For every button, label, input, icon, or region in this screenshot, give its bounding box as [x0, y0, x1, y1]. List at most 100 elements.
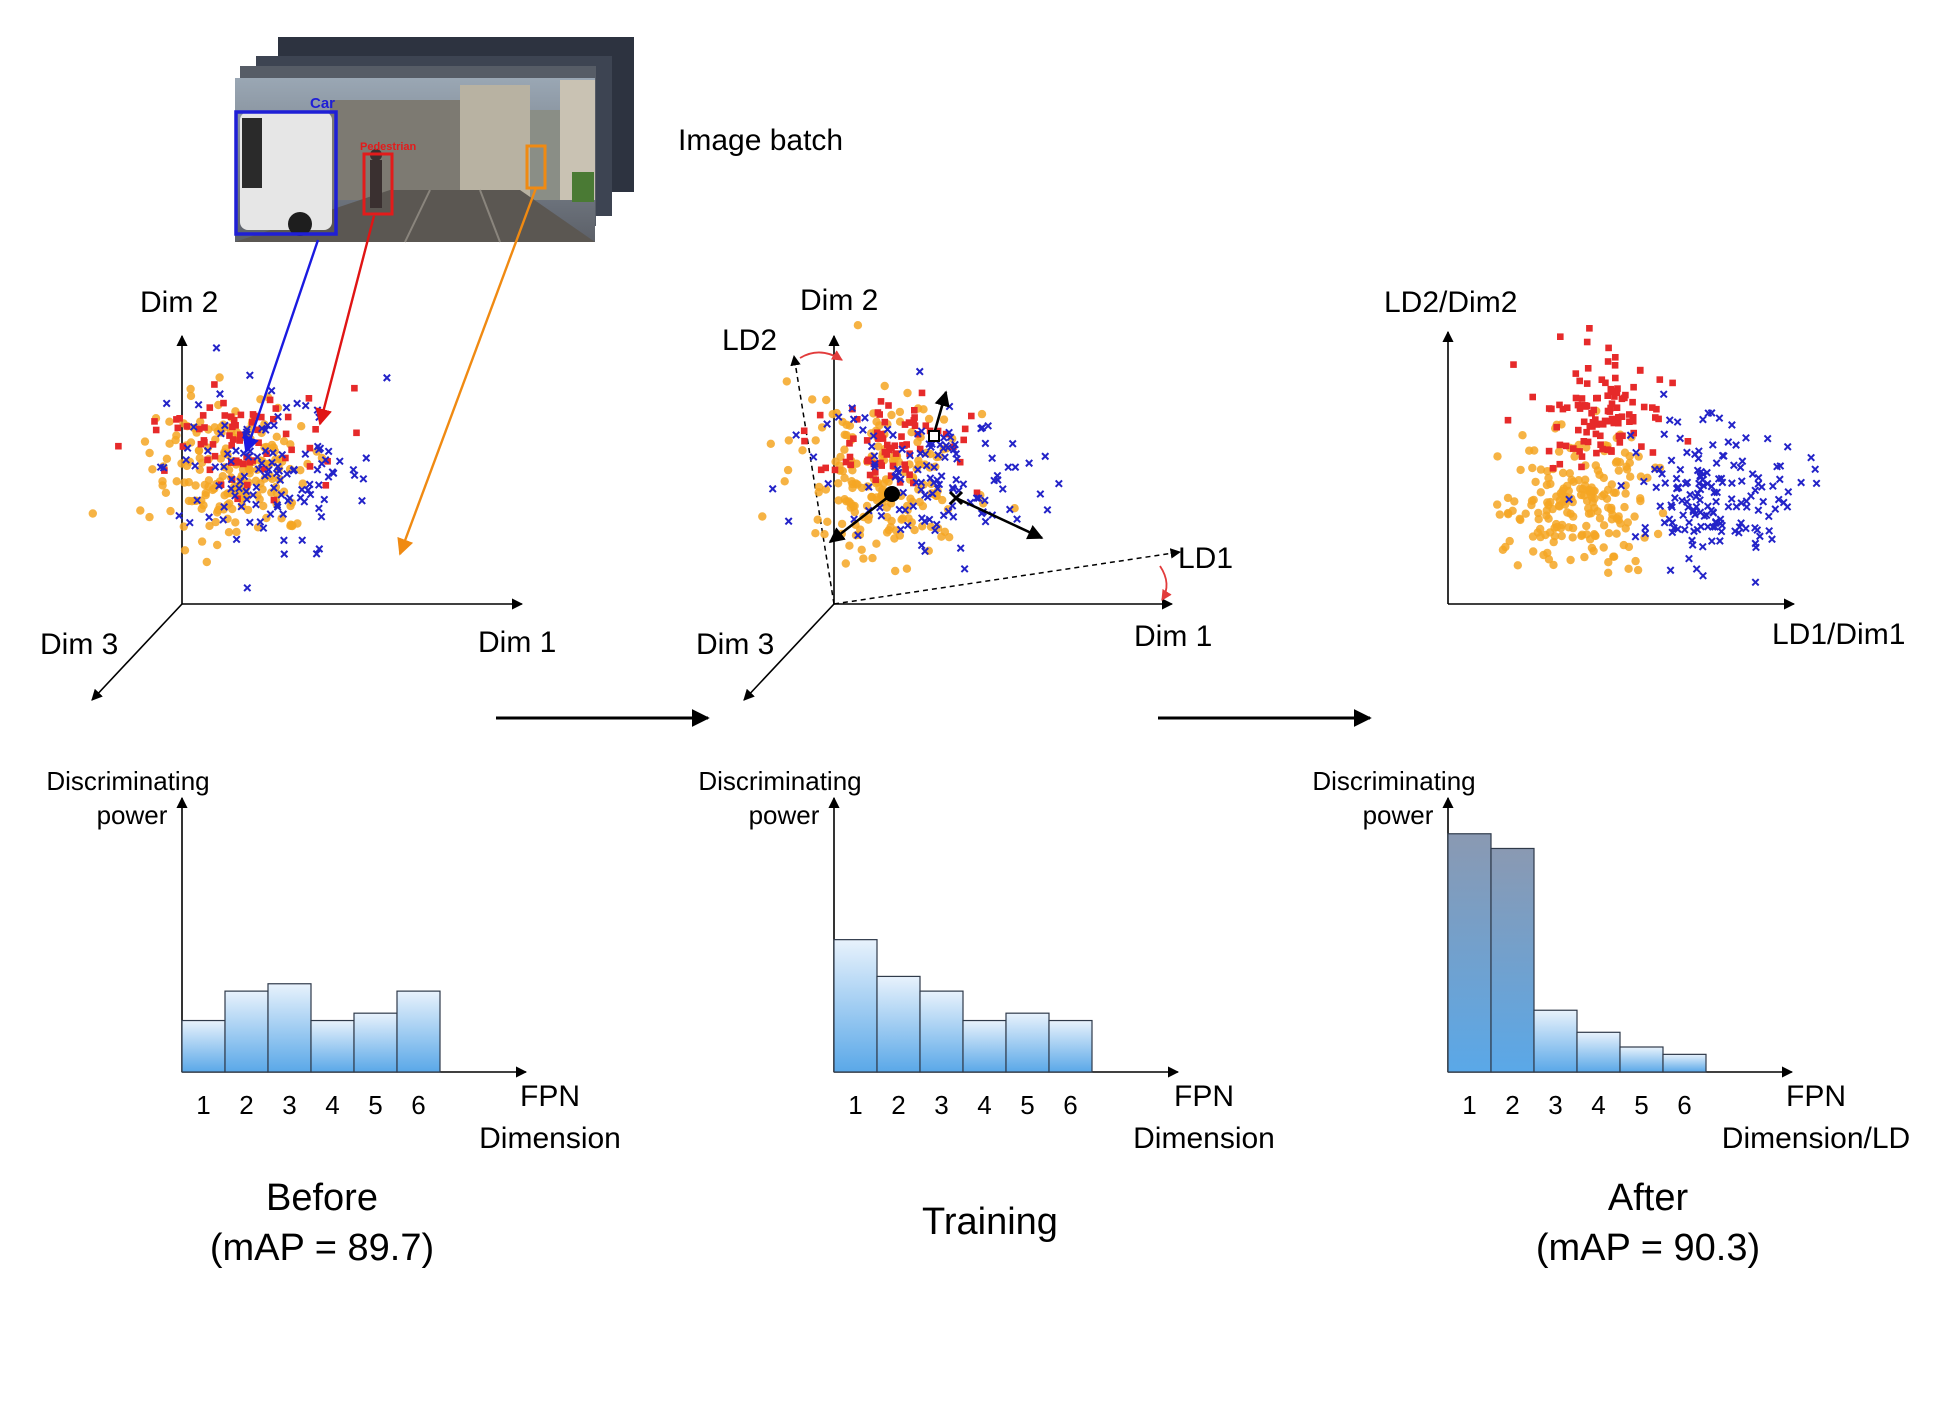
cyclist-point — [231, 518, 240, 527]
car-point — [1727, 495, 1736, 503]
cyclist-point — [1558, 468, 1568, 478]
car-point — [870, 452, 879, 460]
cyclist-point — [1554, 447, 1564, 456]
cyclist-point — [821, 485, 831, 494]
car-point — [1683, 498, 1691, 506]
car-point — [268, 458, 276, 467]
car-point — [232, 446, 240, 455]
pedestrian-point — [228, 442, 235, 449]
pedestrian-point — [1593, 421, 1601, 428]
cyclist-point — [1609, 552, 1619, 561]
cyclist-point — [243, 505, 253, 515]
car-point — [305, 480, 314, 489]
cyclist-point — [907, 428, 916, 437]
pedestrian-point — [1590, 406, 1597, 414]
car-point — [211, 463, 220, 471]
pedestrian-point — [1598, 420, 1605, 428]
cyclist-point — [1586, 535, 1595, 544]
pedestrian-point — [1549, 465, 1557, 472]
car-point — [194, 400, 203, 409]
car-point — [1697, 522, 1705, 531]
pedestrian-point — [903, 441, 910, 448]
car-point — [913, 465, 922, 474]
car-point — [232, 535, 241, 544]
car-point — [929, 478, 938, 487]
cyclist-point — [179, 522, 188, 531]
car-point — [932, 520, 941, 529]
car-point — [1703, 468, 1711, 477]
car-point — [301, 450, 310, 459]
car-point — [320, 495, 329, 504]
car-point — [1700, 512, 1709, 520]
pedestrian-point — [1638, 443, 1645, 450]
cyclist-point — [933, 486, 942, 496]
cyclist-point — [211, 517, 220, 527]
car-point — [1719, 452, 1728, 460]
pedestrian-point — [1629, 398, 1636, 406]
cyclist-point — [1543, 548, 1552, 558]
pedestrian-point — [1615, 419, 1622, 427]
cyclist-point — [148, 465, 157, 474]
pedestrian-point — [973, 489, 981, 497]
cyclist-point — [1630, 512, 1639, 521]
pedestrian-point — [1545, 447, 1553, 455]
cyclist-point — [1513, 561, 1523, 570]
car-point — [1707, 482, 1716, 491]
car-point — [273, 503, 282, 511]
car-point — [1004, 463, 1013, 472]
cyclist-point — [197, 537, 207, 546]
car-point — [943, 443, 952, 452]
car-point — [1741, 524, 1750, 533]
car-point — [242, 487, 251, 496]
car-point — [1699, 415, 1707, 424]
car-point — [956, 544, 965, 553]
car-point — [223, 450, 232, 458]
car-point — [254, 465, 263, 474]
bar-1 — [1447, 833, 1492, 1073]
car-point — [249, 491, 258, 499]
car-point — [252, 483, 261, 492]
x-axis-label-line2: Dimension/LD — [1722, 1122, 1910, 1155]
cyclist-point — [1624, 564, 1633, 573]
pedestrian-point — [306, 463, 314, 470]
cyclist-point — [845, 541, 854, 550]
car-point — [215, 481, 223, 490]
car-point — [1694, 454, 1703, 463]
cyclist-point — [841, 559, 850, 568]
cyclist-point — [1554, 501, 1564, 510]
car-point — [1715, 414, 1724, 423]
dim2-label: Dim 2 — [140, 286, 218, 319]
cyclist-point — [924, 414, 934, 424]
car-point — [1812, 479, 1821, 488]
car-point — [1025, 459, 1034, 468]
car-point — [959, 480, 968, 489]
pedestrian-point — [115, 442, 122, 450]
pedestrian-point — [174, 424, 182, 432]
cyclist-point — [136, 506, 145, 515]
pedestrian-point — [961, 425, 969, 433]
pedestrian-point — [872, 476, 879, 484]
car-point — [293, 399, 302, 408]
car-point — [1774, 495, 1783, 504]
cyclist-point — [172, 477, 181, 486]
car-point — [864, 483, 873, 491]
pedestrian-point — [243, 453, 250, 461]
car-point — [1673, 418, 1682, 426]
cyclist-point — [279, 437, 289, 446]
cyclist-point — [298, 479, 307, 488]
cyclist-point — [811, 436, 820, 445]
car-point — [183, 444, 192, 453]
car-point — [784, 517, 793, 526]
car-point — [1710, 488, 1719, 497]
cyclist-point — [847, 477, 856, 486]
cyclist-point — [1599, 543, 1608, 552]
pedestrian-point — [288, 446, 295, 454]
car-point — [185, 518, 194, 527]
cyclist-point — [1498, 545, 1508, 554]
car-point — [1641, 523, 1650, 532]
pedestrian-point — [901, 461, 908, 468]
cyclist-point — [88, 509, 98, 518]
pedestrian-point — [1684, 438, 1692, 445]
car-point — [270, 421, 278, 430]
pedestrian-point — [956, 458, 964, 466]
